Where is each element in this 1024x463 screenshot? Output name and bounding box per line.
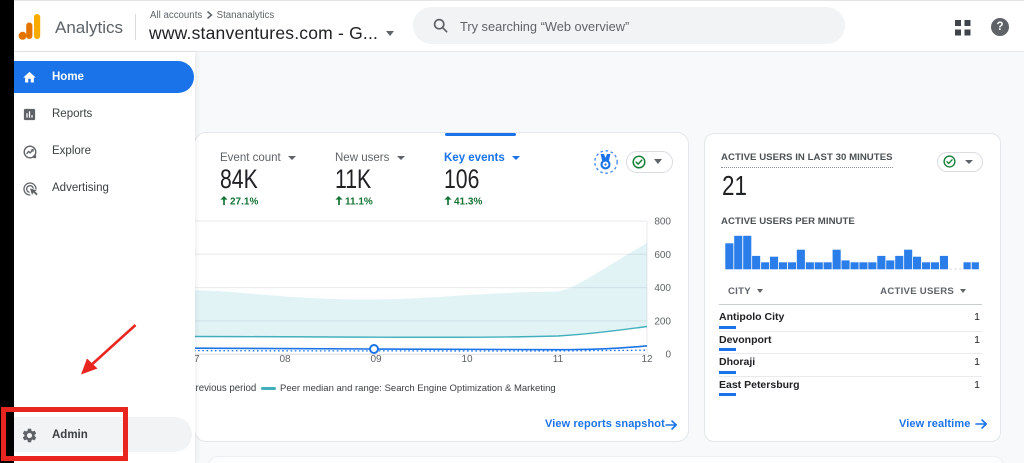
svg-text:600: 600 — [654, 250, 671, 261]
svg-text:07: 07 — [194, 354, 200, 365]
svg-text:09: 09 — [370, 354, 382, 365]
svg-text:200: 200 — [654, 316, 671, 327]
svg-text:08: 08 — [279, 354, 291, 365]
svg-text:800: 800 — [654, 217, 671, 228]
svg-text:12: 12 — [641, 354, 653, 365]
svg-text:400: 400 — [654, 283, 671, 294]
svg-text:10: 10 — [461, 354, 473, 365]
svg-text:11: 11 — [553, 354, 564, 365]
svg-text:0: 0 — [665, 350, 671, 361]
